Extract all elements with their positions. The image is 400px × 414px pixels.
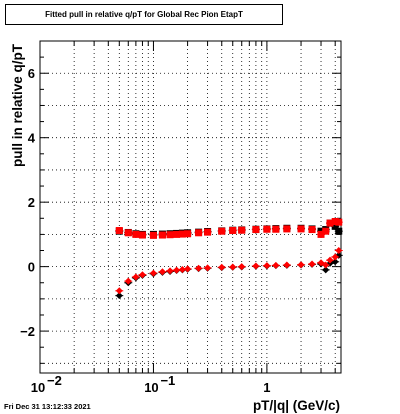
data-point (272, 225, 280, 233)
data-point (115, 287, 123, 295)
data-point (138, 271, 146, 279)
data-point (149, 269, 157, 277)
y-axis-title: pull in relative q/pT (10, 43, 25, 167)
data-point (326, 219, 334, 227)
x-tick-label: 10 (144, 380, 158, 395)
data-point (335, 218, 343, 226)
data-point (115, 227, 123, 235)
data-point (195, 229, 203, 237)
y-tick-label: 2 (28, 195, 35, 210)
data-point (158, 231, 166, 239)
data-point (335, 247, 343, 255)
data-point (238, 226, 246, 234)
data-point (204, 264, 212, 272)
data-point (283, 261, 291, 269)
data-point (263, 225, 271, 233)
data-point (252, 226, 260, 234)
data-point (173, 266, 181, 274)
series-2 (115, 251, 343, 300)
data-point (132, 230, 140, 238)
data-point (218, 227, 226, 235)
timestamp: Fri Dec 31 13:12:33 2021 (4, 402, 91, 411)
data-point (331, 218, 339, 226)
data-point (229, 227, 237, 235)
grid-layer (39, 40, 341, 373)
y-tick-label: 4 (28, 131, 36, 146)
plot-frame (39, 40, 342, 374)
data-point (138, 231, 146, 239)
data-point (149, 231, 157, 239)
data-point (238, 263, 246, 271)
data-point (178, 266, 186, 274)
series-3 (115, 247, 343, 295)
data-point (272, 261, 280, 269)
data-layer (115, 218, 343, 300)
data-point (184, 265, 192, 273)
data-point (184, 230, 192, 238)
data-point (308, 226, 316, 234)
data-point (322, 261, 330, 269)
data-point (297, 225, 305, 233)
data-point (124, 277, 132, 285)
data-point (317, 230, 325, 238)
data-point (263, 262, 271, 270)
x-axis-title: pT/|q| (GeV/c) (253, 398, 340, 413)
data-point (173, 230, 181, 238)
data-point (132, 273, 140, 281)
data-point (297, 261, 305, 269)
data-point (115, 292, 123, 300)
data-point (158, 268, 166, 276)
x-tick-label: 1 (263, 380, 270, 395)
data-point (252, 262, 260, 270)
x-tick-label: 10 (31, 380, 45, 395)
data-point (166, 231, 174, 239)
x-tick-exponent: −1 (160, 373, 175, 388)
data-point (195, 264, 203, 272)
y-tick-label: 0 (28, 260, 35, 275)
data-point (178, 230, 186, 238)
data-point (331, 222, 339, 230)
data-point (218, 263, 226, 271)
y-tick-label: −2 (20, 324, 35, 339)
data-point (322, 227, 330, 235)
plot-border (39, 40, 342, 374)
data-point (335, 227, 343, 235)
data-point (308, 260, 316, 268)
data-point (229, 263, 237, 271)
data-point (326, 256, 334, 264)
y-tick-label: 6 (28, 66, 35, 81)
data-point (204, 228, 212, 236)
data-point (124, 229, 132, 237)
x-tick-exponent: −2 (47, 373, 62, 388)
chart-title: Fitted pull in relative q/pT for Global … (5, 4, 283, 25)
data-point (322, 266, 330, 274)
data-point (283, 225, 291, 233)
data-point (331, 253, 339, 261)
series-1 (115, 218, 343, 239)
data-point (166, 267, 174, 275)
